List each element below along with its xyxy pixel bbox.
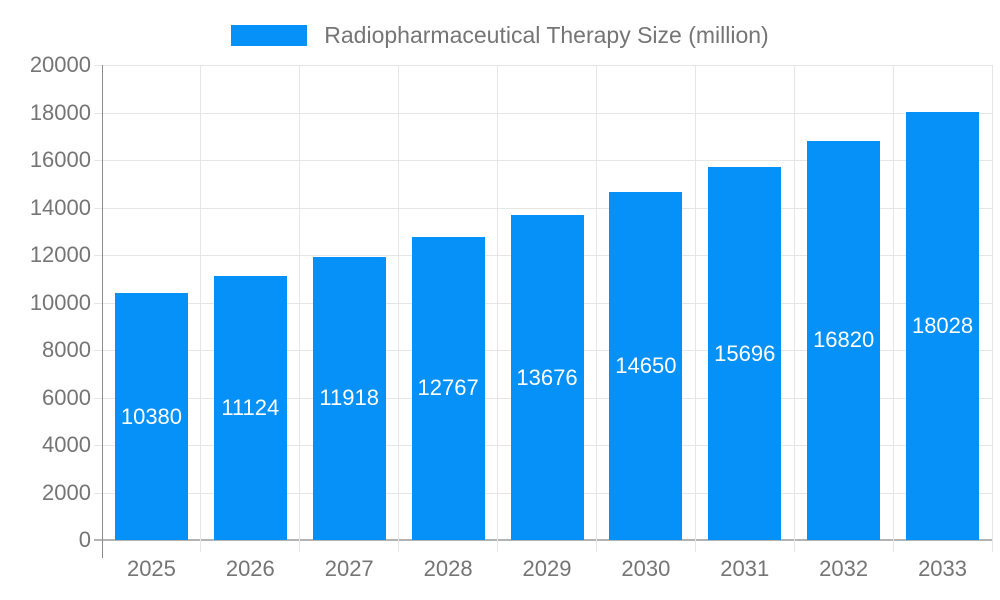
x-tick-label-2026: 2026: [225, 556, 275, 581]
x-tick-label-2033: 2033: [918, 556, 968, 581]
bar-2028: [411, 236, 485, 540]
y-tick-label: 8000: [42, 337, 91, 362]
x-tick-label-2028: 2028: [423, 556, 473, 581]
bar-value-label: 10380: [120, 403, 183, 429]
legend-swatch: [231, 25, 308, 46]
bar-value-label: 11124: [221, 394, 280, 420]
x-gridline: [497, 65, 499, 552]
bar-2033: [906, 111, 980, 540]
bar-2029: [510, 215, 584, 540]
bar-2026: [213, 275, 287, 540]
y-tick-label: 10000: [29, 289, 91, 315]
legend[interactable]: Radiopharmaceutical Therapy Size (millio…: [0, 22, 1000, 49]
bar-value-label: 18028: [911, 312, 974, 338]
bar-2031: [708, 167, 782, 540]
x-gridline: [991, 65, 993, 552]
bar-2030: [609, 192, 683, 540]
x-gridline: [694, 65, 696, 552]
bar-2032: [807, 140, 881, 540]
x-gridline: [398, 65, 400, 552]
x-tick-label-2025: 2025: [126, 556, 176, 581]
bar-value-label: 15696: [714, 340, 776, 366]
y-tick-label: 6000: [42, 384, 91, 410]
y-tick-label: 16000: [29, 147, 91, 172]
x-gridline: [793, 65, 795, 552]
x-tick-label-2029: 2029: [522, 556, 572, 581]
y-gridline: [94, 207, 992, 209]
bar-value-label: 11918: [319, 385, 379, 411]
plot-area: 0 2000 4000 6000 8000 10000 12000 14000 16000 180…: [30, 54, 993, 580]
bar-2025: [114, 293, 188, 540]
y-tick-label: 0: [78, 527, 91, 552]
x-gridline: [200, 65, 202, 552]
y-tick-label: 4000: [42, 432, 91, 457]
y-axis-line: [101, 65, 103, 558]
bar-value-label: 12767: [417, 375, 479, 401]
x-gridline: [299, 65, 301, 552]
bar-2027: [312, 256, 386, 540]
y-tick-label: 18000: [29, 99, 91, 125]
bar-value-label: 16820: [813, 327, 875, 353]
bar-value-label: 14650: [615, 353, 677, 379]
y-tick-label: 14000: [29, 194, 91, 220]
x-gridline: [892, 65, 894, 552]
legend-label: Radiopharmaceutical Therapy Size (millio…: [324, 22, 769, 48]
x-tick-label-2030: 2030: [621, 556, 671, 581]
x-tick-label-2031: 2031: [720, 556, 770, 581]
y-gridline: [94, 160, 992, 161]
x-tick-label-2032: 2032: [819, 556, 869, 581]
bar-value-label: 13676: [516, 364, 578, 390]
x-tick-label-2027: 2027: [324, 556, 374, 581]
y-gridline: [94, 65, 992, 66]
x-gridline: [595, 65, 597, 552]
y-tick-label: 12000: [29, 242, 91, 267]
y-tick-label: 2000: [42, 479, 91, 505]
x-axis-line: [94, 539, 992, 541]
y-tick-label: 20000: [29, 52, 91, 77]
y-gridline: [94, 112, 992, 114]
